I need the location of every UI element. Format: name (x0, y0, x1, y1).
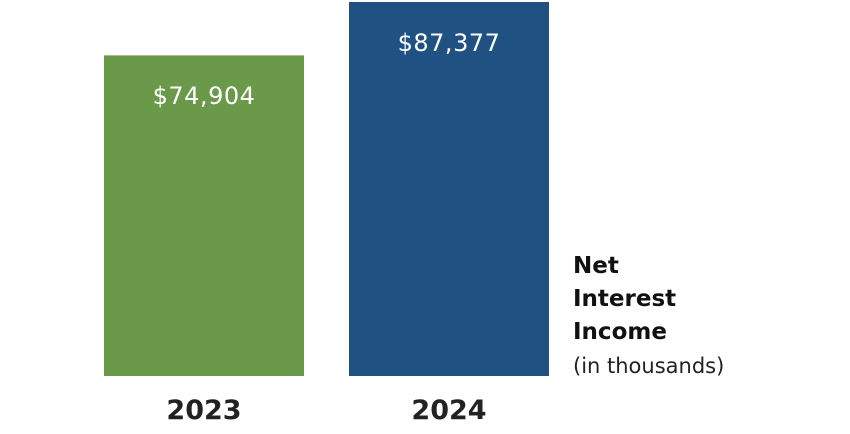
metric-title-line-2: Interest (573, 286, 677, 312)
metric-title-line-1: Net (573, 253, 619, 279)
metric-unit: (in thousands) (573, 354, 725, 378)
bar-value-label-2023: $74,904 (152, 82, 256, 111)
bar-2024 (349, 2, 549, 376)
bar-2023 (104, 55, 304, 376)
bar-value-label-2024: $87,377 (397, 29, 501, 57)
metric-label: Net Interest Income (in thousands) (573, 250, 724, 381)
category-label-2024: 2024 (411, 395, 487, 426)
category-label-2023: 2023 (166, 395, 242, 426)
metric-title-line-3: Income (573, 319, 667, 345)
